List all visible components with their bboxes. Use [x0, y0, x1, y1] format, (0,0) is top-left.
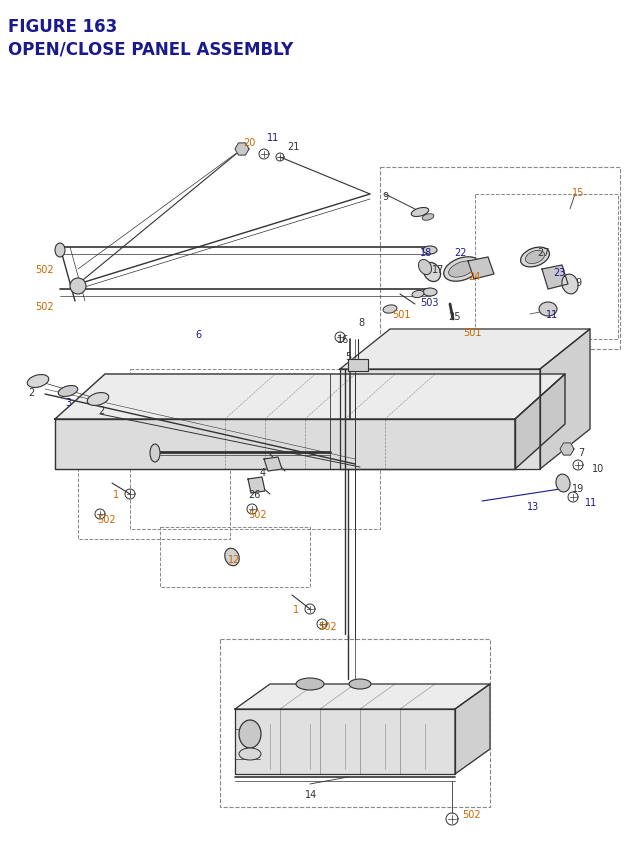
Ellipse shape [239, 748, 261, 760]
Text: 1: 1 [113, 489, 119, 499]
Text: 26: 26 [248, 489, 260, 499]
Text: 1: 1 [293, 604, 299, 614]
Text: 20: 20 [243, 138, 255, 148]
Text: 11: 11 [267, 133, 279, 143]
Text: 2: 2 [28, 387, 35, 398]
Text: 2: 2 [98, 406, 104, 416]
Ellipse shape [539, 303, 557, 317]
Text: 6: 6 [195, 330, 201, 339]
Ellipse shape [423, 247, 437, 255]
Text: 502: 502 [35, 264, 54, 275]
Text: 16: 16 [337, 335, 349, 344]
Text: 9: 9 [382, 192, 388, 201]
Polygon shape [55, 375, 565, 419]
Text: 11: 11 [546, 310, 558, 319]
Polygon shape [542, 266, 568, 289]
Polygon shape [248, 478, 265, 493]
Ellipse shape [422, 214, 434, 221]
Polygon shape [235, 684, 490, 709]
Text: 503: 503 [420, 298, 438, 307]
Polygon shape [348, 360, 368, 372]
Text: 4: 4 [260, 468, 266, 478]
Text: 12: 12 [228, 554, 241, 564]
Polygon shape [235, 144, 249, 156]
Polygon shape [235, 709, 455, 774]
Ellipse shape [556, 474, 570, 492]
Text: 19: 19 [572, 483, 584, 493]
Text: 501: 501 [463, 328, 481, 338]
Polygon shape [455, 684, 490, 774]
Text: 22: 22 [454, 248, 467, 257]
Text: 15: 15 [572, 188, 584, 198]
Text: 7: 7 [578, 448, 584, 457]
Text: 502: 502 [318, 622, 337, 631]
Ellipse shape [520, 248, 549, 268]
Ellipse shape [239, 720, 261, 748]
Text: 21: 21 [287, 142, 300, 152]
Text: 9: 9 [575, 278, 581, 288]
Ellipse shape [423, 288, 437, 297]
Polygon shape [264, 457, 282, 472]
Text: 18: 18 [420, 248, 432, 257]
Ellipse shape [383, 306, 397, 313]
Text: 23: 23 [553, 268, 565, 278]
Text: 24: 24 [468, 272, 481, 282]
Text: 17: 17 [432, 264, 444, 275]
Ellipse shape [424, 263, 440, 282]
Text: 11: 11 [585, 498, 597, 507]
Ellipse shape [58, 386, 77, 397]
Polygon shape [340, 369, 540, 469]
Ellipse shape [412, 291, 424, 298]
Text: 502: 502 [97, 514, 116, 524]
Text: 8: 8 [358, 318, 364, 328]
Text: 13: 13 [527, 501, 540, 511]
Text: 502: 502 [462, 809, 481, 819]
Polygon shape [340, 330, 590, 369]
Ellipse shape [525, 251, 545, 264]
Ellipse shape [28, 375, 49, 388]
Text: 502: 502 [35, 301, 54, 312]
Ellipse shape [412, 208, 429, 217]
Ellipse shape [444, 257, 480, 282]
Ellipse shape [449, 262, 476, 278]
Ellipse shape [87, 393, 109, 406]
Text: OPEN/CLOSE PANEL ASSEMBLY: OPEN/CLOSE PANEL ASSEMBLY [8, 40, 293, 58]
Ellipse shape [55, 244, 65, 257]
Ellipse shape [150, 444, 160, 462]
Text: 25: 25 [448, 312, 461, 322]
Ellipse shape [296, 678, 324, 691]
Text: 5: 5 [345, 351, 351, 362]
Polygon shape [540, 330, 590, 469]
Polygon shape [560, 443, 574, 455]
Ellipse shape [562, 275, 578, 294]
Ellipse shape [419, 260, 431, 276]
Text: 27: 27 [537, 248, 550, 257]
Text: 10: 10 [592, 463, 604, 474]
Text: 501: 501 [392, 310, 410, 319]
Text: FIGURE 163: FIGURE 163 [8, 18, 117, 36]
Ellipse shape [349, 679, 371, 689]
Ellipse shape [225, 548, 239, 567]
Ellipse shape [70, 279, 86, 294]
Polygon shape [515, 375, 565, 469]
Polygon shape [468, 257, 494, 280]
Polygon shape [55, 419, 515, 469]
Text: 3: 3 [65, 398, 71, 407]
Text: 14: 14 [305, 789, 317, 799]
Text: 502: 502 [248, 510, 267, 519]
